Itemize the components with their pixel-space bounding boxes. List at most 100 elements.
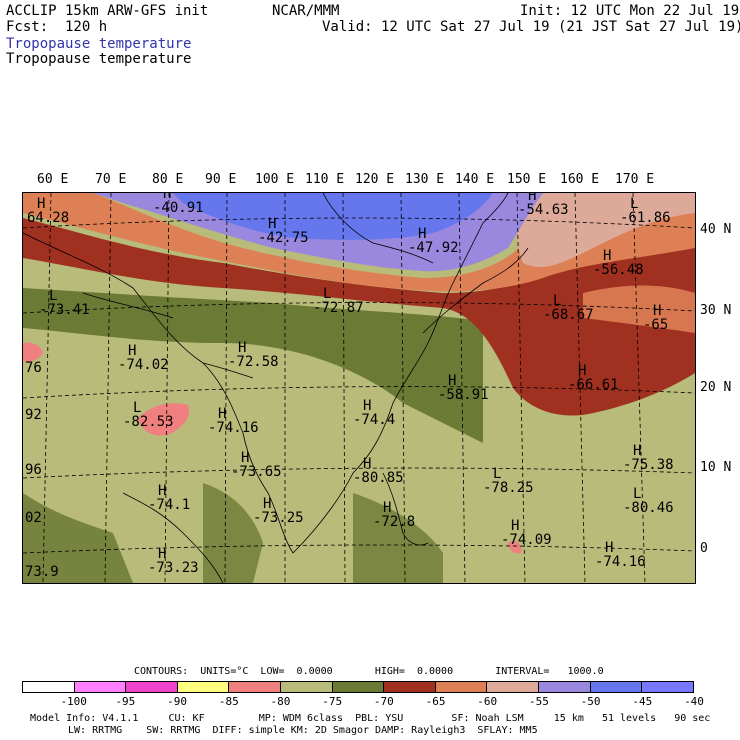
pressure-center-letter: H — [633, 443, 642, 459]
color-swatch — [177, 682, 230, 692]
pressure-center-letter: L — [630, 196, 639, 212]
valid-time: Valid: 12 UTC Sat 27 Jul 19 (21 JST Sat … — [322, 19, 740, 35]
color-swatch — [590, 682, 643, 692]
pressure-center-value: -61.86 — [620, 210, 671, 226]
pressure-center-value: -72.58 — [228, 354, 279, 370]
longitude-label: 170 E — [615, 172, 655, 187]
pressure-center-letter: H — [128, 343, 137, 359]
edge-value-label: 96 — [25, 462, 42, 478]
longitude-label: 110 E — [305, 172, 345, 187]
pressure-center-letter: H — [263, 496, 272, 512]
pressure-center-value: -54.63 — [518, 202, 569, 218]
pressure-center-value: -74.4 — [353, 412, 396, 428]
color-swatch — [332, 682, 385, 692]
pressure-center-value: -73.65 — [231, 464, 282, 480]
pressure-center-value: -65 — [643, 317, 669, 333]
pressure-center-letter: L — [553, 293, 562, 309]
color-scale-tick: -55 — [528, 695, 549, 708]
pressure-center-letter: H — [605, 540, 614, 556]
color-scale-bar — [22, 681, 694, 693]
color-scale-tick: -100 — [60, 695, 87, 708]
pressure-center-value: -72.8 — [373, 514, 416, 530]
color-swatch — [487, 682, 540, 692]
color-scale-tick: -40 — [684, 695, 704, 708]
longitude-label: 130 E — [405, 172, 445, 187]
longitude-label: 70 E — [95, 172, 127, 187]
pressure-center-value: -80.85 — [353, 470, 404, 486]
latitude-label: 20 N — [700, 380, 732, 395]
pressure-center-value: -78.25 — [483, 480, 534, 496]
pressure-center-letter: H — [383, 500, 392, 516]
pressure-center-value: -80.46 — [623, 500, 674, 516]
color-scale-tick: -50 — [580, 695, 601, 708]
pressure-center-letter: H — [268, 216, 277, 232]
pressure-center-letter: L — [133, 400, 142, 416]
pressure-center-letter: H — [163, 192, 172, 202]
color-scale-tick: -80 — [270, 695, 291, 708]
color-scale-tick: -85 — [218, 695, 239, 708]
pressure-center-value: -73.25 — [253, 510, 304, 526]
longitude-label: 80 E — [152, 172, 184, 187]
pressure-center-letter: L — [633, 486, 642, 502]
pressure-center-value: -68.67 — [543, 307, 594, 323]
color-swatch — [74, 682, 127, 692]
pressure-center-letter: H — [578, 363, 587, 379]
longitude-label: 160 E — [560, 172, 600, 187]
color-scale-tick: -75 — [322, 695, 343, 708]
edge-value-label: 02 — [25, 510, 42, 526]
pressure-center-letter: H — [528, 192, 537, 204]
longitude-label: 100 E — [255, 172, 295, 187]
longitude-label: 90 E — [205, 172, 237, 187]
pressure-center-letter: L — [49, 288, 58, 304]
pressure-center-letter: H — [218, 406, 227, 422]
pressure-center-value: -74.1 — [148, 497, 191, 513]
contour-info: CONTOURS: UNITS=°C LOW= 0.0000 HIGH= 0.0… — [134, 666, 604, 677]
color-scale-tick: -70 — [373, 695, 394, 708]
color-swatch — [229, 682, 282, 692]
pressure-center-value: -74.16 — [208, 420, 259, 436]
color-swatch — [539, 682, 591, 692]
forecast-hour: Fcst: 120 h — [6, 19, 108, 35]
pressure-center-letter: H — [158, 546, 167, 562]
color-scale-tick: -95 — [115, 695, 136, 708]
color-swatch — [384, 682, 436, 692]
color-scale-tick: -90 — [167, 695, 187, 708]
color-swatch — [435, 682, 488, 692]
pressure-center-value: -74.02 — [118, 357, 169, 373]
pressure-center-value: -73.23 — [148, 560, 199, 576]
init-time: Init: 12 UTC Mon 22 Jul 19 — [520, 3, 740, 19]
color-scale-tick: -45 — [632, 695, 653, 708]
edge-value-label: 73.9 — [25, 564, 59, 580]
pressure-center-letter: H — [363, 398, 372, 414]
pressure-center-value: -66.61 — [568, 377, 619, 393]
longitude-label: 150 E — [507, 172, 547, 187]
field-name: Tropopause temperature — [6, 51, 192, 67]
longitude-label: 120 E — [355, 172, 395, 187]
pressure-center-value: -42.75 — [258, 230, 309, 246]
pressure-center-value: -40.91 — [153, 200, 204, 216]
pressure-center-value: -47.92 — [408, 240, 459, 256]
color-swatch — [23, 682, 75, 692]
pressure-center-value: -74.16 — [595, 554, 646, 570]
color-scale-tick: -65 — [425, 695, 446, 708]
pressure-center-letter: H — [511, 518, 520, 534]
pressure-center-letter: H — [37, 196, 46, 212]
color-swatch — [642, 682, 693, 692]
edge-value-label: 92 — [25, 407, 42, 423]
pressure-center-value: -73.41 — [39, 302, 90, 318]
map-canvas — [23, 193, 695, 583]
field-name-blue: Tropopause temperature — [6, 36, 192, 52]
pressure-center-letter: L — [323, 286, 332, 302]
pressure-center-letter: H — [158, 483, 167, 499]
longitude-label: 60 E — [37, 172, 69, 187]
latitude-label: 0 — [700, 541, 708, 556]
longitude-label: 140 E — [455, 172, 495, 187]
pressure-center-letter: H — [418, 226, 427, 242]
latitude-label: 30 N — [700, 303, 732, 318]
model-info-line-2: LW: RRTMG SW: RRTMG DIFF: simple KM: 2D … — [68, 725, 538, 736]
pressure-center-value: -74.09 — [501, 532, 552, 548]
pressure-center-value: -72.87 — [313, 300, 364, 316]
tropopause-temperature-map: H 64.28 H -40.91 H -42.75 H -47.92 H -54.63 L -61.8… — [22, 192, 696, 584]
pressure-center-letter: H — [448, 373, 457, 389]
color-swatch — [126, 682, 178, 692]
